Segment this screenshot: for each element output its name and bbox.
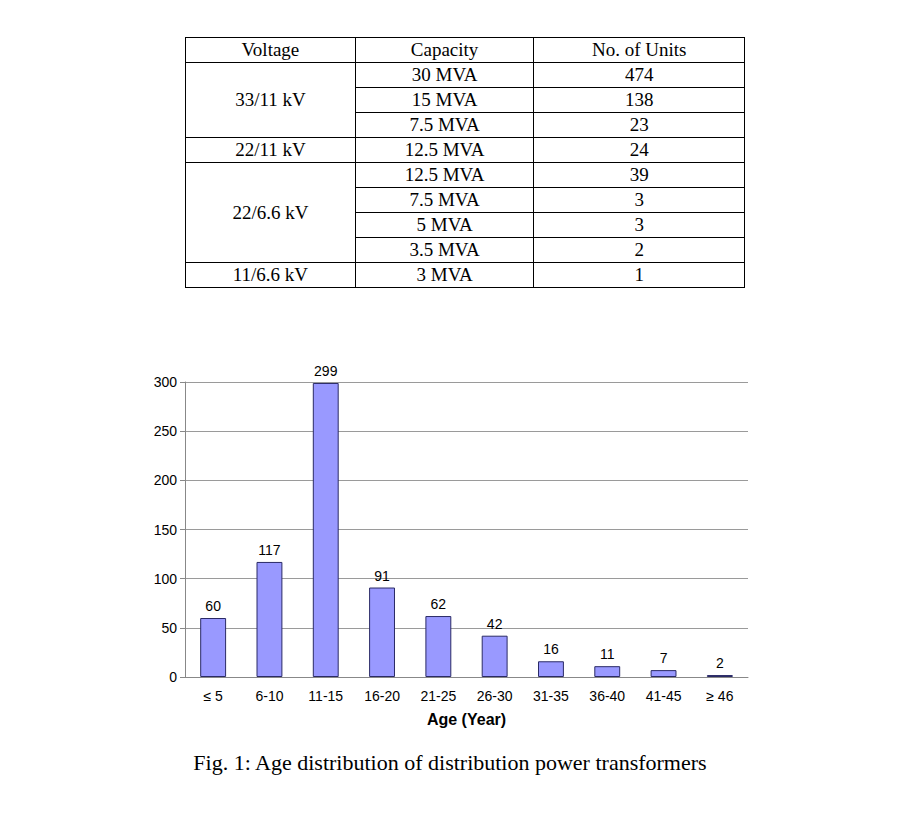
svg-text:26-30: 26-30: [477, 688, 513, 704]
svg-text:31-35: 31-35: [533, 688, 569, 704]
svg-text:≤ 5: ≤ 5: [203, 688, 223, 704]
html-text:3: 3: [634, 214, 644, 235]
html-text:30 MVA: 30 MVA: [411, 64, 478, 85]
html-text:Capacity: Capacity: [410, 39, 479, 60]
html-text:7.5 MVA: 7.5 MVA: [409, 114, 480, 135]
html-text:7.5 MVA: 7.5 MVA: [409, 189, 480, 210]
html-text:Voltage: Voltage: [241, 39, 300, 60]
svg-text:299: 299: [314, 363, 338, 379]
svg-text:21-25: 21-25: [420, 688, 456, 704]
svg-text:36-40: 36-40: [589, 688, 625, 704]
svg-text:91: 91: [374, 568, 390, 584]
html-text:12.5 MVA: 12.5 MVA: [404, 139, 485, 160]
svg-text:Age (Year): Age (Year): [427, 711, 506, 728]
svg-text:250: 250: [154, 423, 178, 439]
html-text:11/6.6 kV: 11/6.6 kV: [232, 264, 309, 285]
html-text:22/6.6 kV: 22/6.6 kV: [232, 201, 309, 223]
svg-text:≥ 46: ≥ 46: [706, 688, 733, 704]
svg-text:117: 117: [258, 542, 281, 558]
html-text:1: 1: [634, 264, 644, 285]
html-text:33/11 kV: 33/11 kV: [235, 89, 306, 110]
html-text:Fig. 1: Age distribution of di: Fig. 1: Age distribution of distribution…: [193, 750, 707, 775]
svg-text:62: 62: [431, 596, 447, 612]
html-text:138: 138: [624, 89, 654, 110]
html-text:5 MVA: 5 MVA: [416, 214, 473, 235]
svg-text:50: 50: [161, 620, 177, 636]
svg-text:60: 60: [205, 598, 221, 614]
html-text:3 MVA: 3 MVA: [416, 264, 473, 285]
svg-text:7: 7: [660, 650, 668, 666]
svg-text:2: 2: [716, 655, 724, 671]
html-text:22/11 kV: 22/11 kV: [235, 139, 306, 160]
svg-text:300: 300: [154, 374, 178, 390]
html-text:12.5 MVA: 12.5 MVA: [404, 164, 485, 185]
html-text:3.5 MVA: 3.5 MVA: [409, 239, 480, 260]
svg-text:6-10: 6-10: [255, 688, 283, 704]
html-text:23: 23: [629, 114, 649, 135]
svg-text:42: 42: [487, 616, 503, 632]
svg-text:11-15: 11-15: [308, 688, 343, 704]
svg-text:150: 150: [154, 522, 178, 538]
html-text:39: 39: [629, 164, 649, 185]
html-text:474: 474: [624, 64, 654, 85]
html-text:24: 24: [629, 139, 649, 160]
html-text:15 MVA: 15 MVA: [411, 89, 478, 110]
html-text:3: 3: [634, 189, 644, 210]
svg-text:0: 0: [169, 669, 177, 685]
html-text:2: 2: [634, 239, 644, 260]
svg-text:200: 200: [154, 472, 178, 488]
svg-text:41-45: 41-45: [646, 688, 682, 704]
svg-text:16: 16: [543, 641, 559, 657]
svg-text:100: 100: [154, 571, 178, 587]
svg-text:16-20: 16-20: [364, 688, 400, 704]
svg-text:11: 11: [600, 646, 615, 662]
html-text:No. of Units: No. of Units: [591, 39, 687, 60]
